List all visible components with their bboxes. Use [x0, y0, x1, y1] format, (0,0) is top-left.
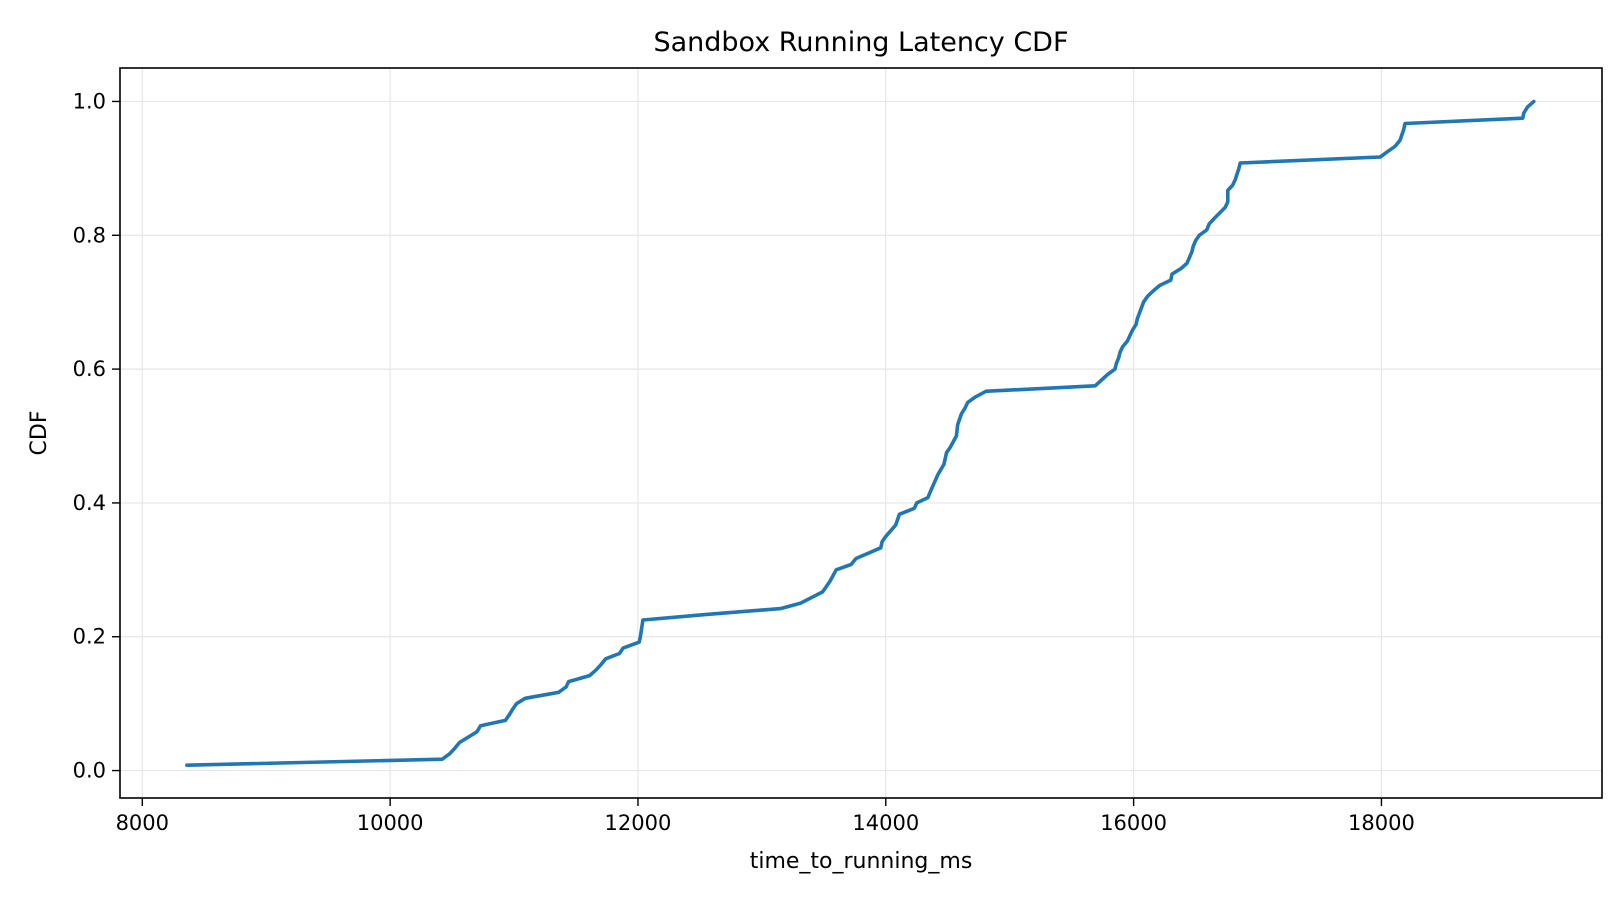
- series-layer: [185, 99, 1536, 768]
- x-axis-title: time_to_running_ms: [750, 849, 973, 874]
- y-tick-label: 1.0: [73, 89, 106, 113]
- chart-title: Sandbox Running Latency CDF: [653, 27, 1068, 58]
- cdf-series-line: [185, 99, 1536, 768]
- x-tick-label: 12000: [605, 811, 672, 835]
- y-tick-label: 0.8: [73, 223, 106, 247]
- y-axis-title: CDF: [27, 411, 52, 456]
- y-tick-label: 0.6: [73, 357, 106, 381]
- x-tick-label: 16000: [1100, 811, 1167, 835]
- y-axis: 0.0 0.2 0.4 0.6 0.8 1.0: [73, 89, 120, 783]
- x-tick-label: 18000: [1348, 811, 1415, 835]
- gridlines: [120, 68, 1602, 798]
- y-tick-label: 0.0: [73, 759, 106, 783]
- plot-area-frame: [119, 67, 1603, 799]
- y-tick-label: 0.4: [73, 491, 106, 515]
- x-tick-label: 10000: [357, 811, 424, 835]
- x-tick-label: 14000: [852, 811, 919, 835]
- x-axis: 8000 10000 12000 14000 16000 18000: [116, 798, 1415, 835]
- x-tick-label: 8000: [116, 811, 169, 835]
- y-tick-label: 0.2: [73, 625, 106, 649]
